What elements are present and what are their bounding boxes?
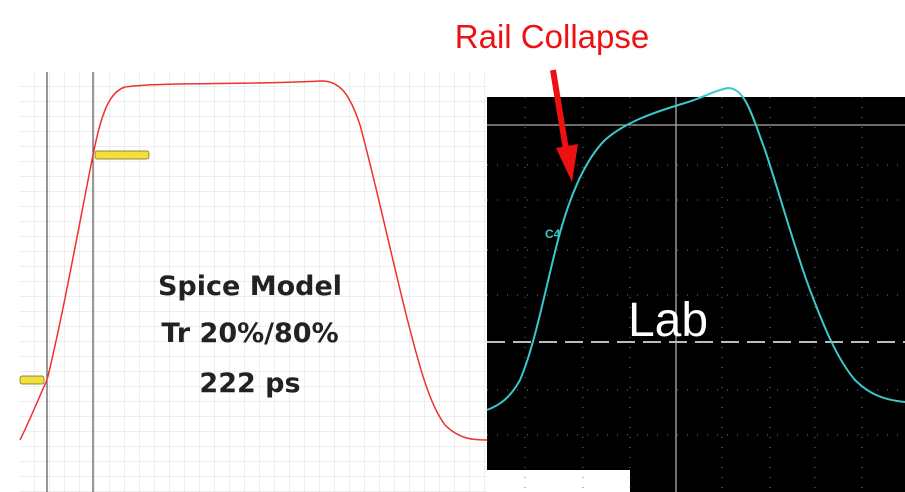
waveform bbox=[486, 86, 905, 411]
waveform bbox=[19, 80, 488, 441]
scope-screen bbox=[487, 97, 905, 492]
arrow-head bbox=[556, 144, 578, 182]
annotation: Rail Collapse bbox=[455, 18, 649, 55]
lab-label: Lab bbox=[628, 294, 708, 347]
lab-panel: C4 Lab bbox=[486, 86, 905, 492]
spice-panel: Spice Model Tr 20%/80% 222 ps bbox=[19, 72, 488, 492]
grid bbox=[20, 72, 487, 492]
spice-text: 222 ps bbox=[199, 368, 300, 399]
spice-text: Tr 20%/80% bbox=[161, 318, 338, 349]
marker-tag bbox=[94, 150, 150, 160]
arrow-shaft bbox=[550, 69, 569, 151]
spice-text: Spice Model bbox=[158, 271, 342, 302]
channel-label: C4 bbox=[545, 227, 561, 241]
marker-tag bbox=[19, 375, 45, 385]
